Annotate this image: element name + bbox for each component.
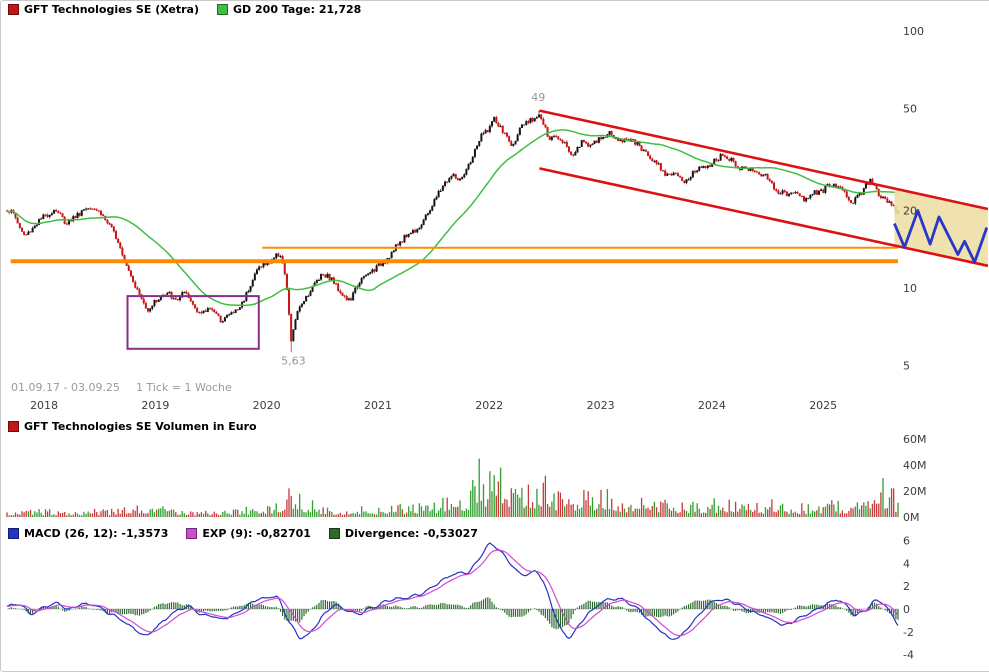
date-range-label: 01.09.17 - 03.09.25 [11, 381, 120, 394]
exp-legend-item: EXP (9): -0,82701 [186, 527, 311, 540]
svg-text:2019: 2019 [141, 399, 169, 412]
macd-axis-labels: 6 4 2 0 -2 -4 [903, 535, 914, 662]
macd-label: MACD (26, 12): -1,3573 [24, 527, 169, 540]
orange-support-lines[interactable] [10, 246, 898, 264]
volume-legend-item: GFT Technologies SE Volumen in Euro [8, 420, 257, 433]
main-chart-legend: GFT Technologies SE (Xetra) GD 200 Tage:… [8, 3, 361, 16]
svg-text:49: 49 [531, 91, 545, 104]
gd200-label: GD 200 Tage: 21,728 [233, 3, 362, 16]
exp-line [6, 549, 899, 637]
volume-axis-labels: 60M 40M 20M 0M [903, 433, 927, 524]
volume-bars [6, 458, 899, 517]
svg-text:50: 50 [903, 102, 917, 115]
svg-text:2025: 2025 [809, 399, 837, 412]
svg-text:-4: -4 [903, 649, 914, 662]
gd200-line [6, 129, 899, 307]
gd200-swatch-icon [217, 4, 229, 15]
downtrend-channel[interactable] [539, 109, 989, 268]
price-axis-labels: 100 50 20 10 5 [903, 25, 924, 372]
volume-swatch-icon [8, 421, 19, 432]
macd-legend-item: MACD (26, 12): -1,3573 [8, 527, 168, 540]
svg-text:2020: 2020 [253, 399, 281, 412]
svg-text:20: 20 [903, 205, 917, 218]
candlestick-series [6, 110, 900, 353]
projection-zigzag[interactable] [893, 209, 989, 264]
tick-interval-label: 1 Tick = 1 Woche [135, 381, 232, 394]
year-axis-labels: 2018 2019 2020 2021 2022 2023 2024 2025 [30, 399, 837, 412]
svg-text:0M: 0M [903, 511, 920, 524]
svg-text:6: 6 [903, 535, 910, 548]
svg-text:20M: 20M [903, 485, 927, 498]
divergence-legend-item: Divergence: -0,53027 [328, 527, 478, 540]
macd-legend: MACD (26, 12): -1,3573 EXP (9): -0,82701… [8, 527, 478, 540]
price-series-swatch-icon [8, 4, 19, 15]
svg-text:40M: 40M [903, 459, 927, 472]
volume-legend: GFT Technologies SE Volumen in Euro [8, 420, 257, 433]
date-range-note: 01.09.17 - 03.09.25 1 Tick = 1 Woche [11, 381, 232, 394]
svg-text:2018: 2018 [30, 399, 58, 412]
svg-text:2022: 2022 [475, 399, 503, 412]
volume-label: GFT Technologies SE Volumen in Euro [24, 420, 257, 433]
consolidation-box[interactable] [126, 295, 260, 350]
svg-text:2: 2 [903, 580, 910, 593]
projection-wedge[interactable] [894, 188, 988, 266]
svg-text:2024: 2024 [698, 399, 726, 412]
price-annotations: 495,63 [281, 91, 545, 367]
divergence-label: Divergence: -0,53027 [344, 527, 478, 540]
svg-text:100: 100 [903, 25, 924, 38]
macd-swatch-icon [8, 528, 19, 539]
exp-swatch-icon [186, 528, 198, 539]
svg-text:4: 4 [903, 557, 910, 570]
svg-text:10: 10 [903, 282, 917, 295]
svg-text:2023: 2023 [587, 399, 615, 412]
divergence-swatch-icon [328, 528, 340, 539]
svg-text:2021: 2021 [364, 399, 392, 412]
exp-label: EXP (9): -0,82701 [202, 527, 311, 540]
macd-line [6, 542, 899, 640]
svg-text:0: 0 [903, 603, 910, 616]
gd200-legend-item: GD 200 Tage: 21,728 [217, 3, 361, 16]
svg-text:5: 5 [903, 359, 910, 372]
price-series-label: GFT Technologies SE (Xetra) [24, 3, 200, 16]
svg-text:-2: -2 [903, 626, 914, 639]
price-series-legend-item: GFT Technologies SE (Xetra) [8, 3, 199, 16]
svg-text:60M: 60M [903, 433, 927, 446]
svg-text:5,63: 5,63 [281, 354, 306, 367]
